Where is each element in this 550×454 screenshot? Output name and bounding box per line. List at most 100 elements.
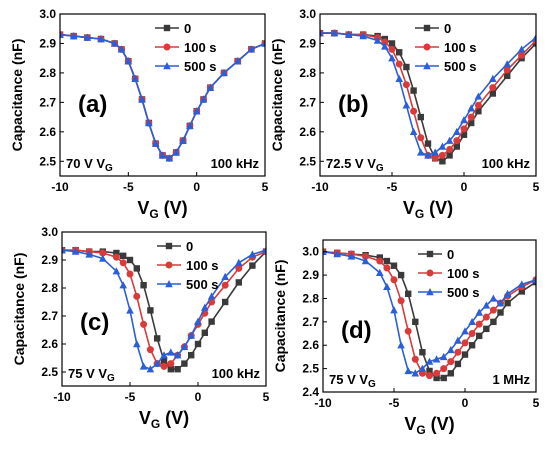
data-point [396, 49, 403, 56]
panel-label: (d) [341, 317, 372, 344]
data-point [388, 54, 396, 62]
data-point [383, 264, 391, 272]
data-point [390, 262, 398, 269]
y-axis-label: Capacitance (nF) [9, 39, 25, 152]
data-point [330, 29, 339, 37]
y-tick-label: 2.6 [299, 125, 316, 139]
data-point [110, 39, 119, 47]
legend-label: 100 s [444, 40, 477, 55]
data-point [503, 60, 511, 68]
x-axis-label-subscript: G [416, 423, 425, 437]
data-point [402, 101, 411, 109]
x-axis-label-unit: (V) [426, 414, 455, 434]
y-tick-label: 2.9 [299, 36, 316, 50]
data-point [476, 332, 483, 340]
y-tick-label: 2.6 [41, 337, 58, 351]
data-point [151, 139, 160, 147]
voltage-label: 70 V VG [66, 156, 113, 174]
data-point [172, 148, 180, 156]
data-point [119, 281, 127, 289]
voltage-label-subscript: G [107, 373, 115, 384]
y-axis-label: Capacitance (nF) [269, 39, 285, 152]
series-500s [323, 247, 536, 377]
legend-marker [163, 43, 171, 51]
data-point [248, 250, 257, 258]
data-point [119, 259, 127, 267]
data-point [167, 366, 174, 373]
frequency-label: 100 kHz [211, 156, 260, 171]
data-point [425, 357, 434, 365]
data-point [468, 342, 476, 349]
data-point [454, 360, 462, 368]
data-point [233, 57, 242, 65]
data-point [418, 364, 427, 372]
data-point [188, 352, 195, 359]
data-point [461, 327, 469, 335]
voltage-label-main: 75 V V [329, 372, 368, 387]
data-point [249, 262, 256, 269]
data-point [405, 290, 412, 297]
data-point [426, 372, 433, 380]
series-500s [62, 246, 266, 373]
data-point [146, 365, 155, 373]
y-tick-label: 3.0 [302, 245, 319, 259]
x-tick-label: -5 [389, 396, 400, 410]
data-point [475, 320, 483, 328]
legend-label: 100 s [186, 258, 219, 273]
legend-item: 100 s [415, 40, 477, 55]
data-point [409, 127, 418, 136]
frequency-label: 100 kHz [212, 366, 261, 381]
data-point [69, 32, 78, 40]
data-point [165, 154, 174, 162]
data-point [97, 35, 105, 43]
data-point [433, 369, 441, 377]
y-tick-label: 2.7 [299, 95, 316, 109]
legend-marker [426, 288, 434, 296]
data-point [411, 369, 420, 377]
data-point [376, 254, 383, 261]
data-point [345, 30, 353, 38]
x-tick-label: -10 [53, 390, 71, 404]
data-point [461, 339, 469, 347]
data-point [381, 38, 389, 46]
data-point [179, 136, 187, 144]
data-point [439, 352, 448, 361]
data-point [432, 355, 441, 363]
data-point [83, 33, 92, 41]
legend-item: 500 s [157, 277, 219, 292]
legend-marker [426, 269, 434, 277]
data-point [447, 358, 455, 366]
plot-frame [59, 13, 266, 177]
legend-marker [163, 62, 171, 70]
data-point [376, 268, 384, 276]
legend-item: 500 s [418, 285, 480, 300]
plot-frame [61, 231, 267, 387]
data-point [192, 107, 201, 115]
legend-marker [163, 24, 171, 32]
data-point [395, 74, 403, 82]
data-point [126, 256, 134, 264]
data-point [133, 265, 140, 272]
data-point [431, 148, 439, 156]
data-point [440, 374, 447, 382]
y-tick-label: 2.9 [39, 36, 56, 50]
data-point [222, 298, 229, 306]
data-point [140, 320, 148, 328]
data-point [474, 92, 483, 100]
data-point [453, 143, 460, 150]
data-point [489, 90, 496, 97]
data-point [207, 292, 216, 300]
data-point [412, 318, 419, 326]
data-point [140, 282, 147, 289]
x-axis-label-subscript: G [151, 417, 160, 431]
x-axis-label-main: V [139, 408, 151, 428]
data-point [146, 346, 154, 354]
data-point [461, 351, 469, 358]
data-point [489, 84, 497, 92]
data-point [383, 282, 391, 290]
data-point [99, 254, 107, 262]
data-point [117, 45, 126, 53]
data-point [262, 246, 266, 254]
data-point [424, 151, 432, 159]
x-tick-label: -5 [387, 180, 398, 194]
